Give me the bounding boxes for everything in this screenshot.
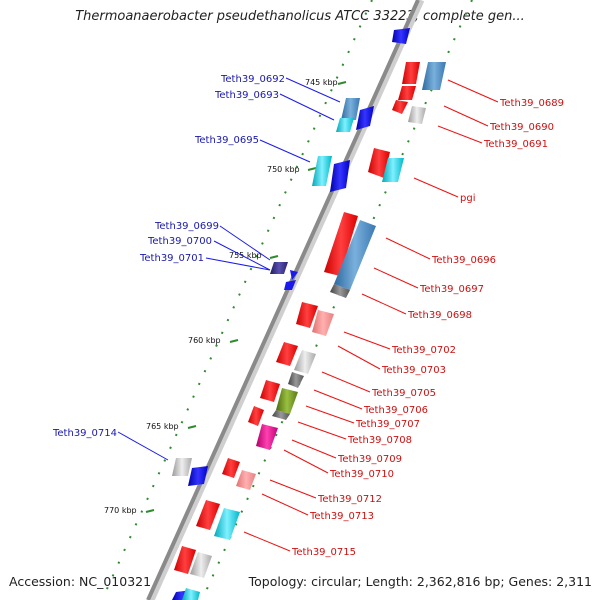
label-teth39-0710[interactable]: Teth39_0710 — [329, 469, 394, 480]
label-teth39-0707[interactable]: Teth39_0707 — [355, 419, 420, 430]
label-teth39-0702[interactable]: Teth39_0702 — [391, 345, 456, 356]
gene-teth39-0701[interactable] — [284, 280, 296, 290]
gene-teth39-0707-b[interactable] — [276, 388, 298, 414]
gene-teth39-0708[interactable] — [272, 410, 290, 420]
label-teth39-0706[interactable]: Teth39_0706 — [363, 405, 428, 416]
gene-teth39-0714-b[interactable] — [188, 466, 208, 486]
gene-teth39-0702-a[interactable] — [296, 302, 318, 328]
label-teth39-0693[interactable]: Teth39_0693 — [214, 90, 279, 101]
gene-teth39-0690[interactable] — [392, 100, 408, 114]
label-teth39-0695[interactable]: Teth39_0695 — [194, 135, 259, 146]
label-teth39-0700[interactable]: Teth39_0700 — [147, 236, 212, 247]
gene-teth39-0695-b[interactable] — [330, 160, 350, 192]
gene-teth39-0697[interactable] — [334, 220, 376, 290]
label-teth39-0696[interactable]: Teth39_0696 — [431, 255, 496, 266]
gene-teth39-0713[interactable] — [236, 470, 256, 490]
gene-teth39-0696[interactable] — [324, 212, 358, 276]
label-teth39-0689[interactable]: Teth39_0689 — [499, 98, 564, 109]
gene-teth39-0707-a[interactable] — [260, 380, 280, 402]
label-teth39-0701[interactable]: Teth39_0701 — [139, 253, 204, 264]
label-teth39-0709[interactable]: Teth39_0709 — [337, 454, 402, 465]
gene-teth39-0715-b[interactable] — [214, 508, 240, 540]
gene-bottom-cyan[interactable] — [182, 588, 200, 600]
gene-teth39-0700[interactable] — [290, 270, 298, 280]
tick-label-770: 770 kbp — [104, 506, 137, 515]
label-teth39-0712[interactable]: Teth39_0712 — [317, 494, 382, 505]
gene-top-blue[interactable] — [392, 28, 410, 44]
label-teth39-0692[interactable]: Teth39_0692 — [220, 74, 285, 85]
inner-genes — [172, 28, 410, 600]
label-teth39-0690[interactable]: Teth39_0690 — [489, 122, 554, 133]
gene-teth39-0705-a[interactable] — [276, 342, 298, 366]
gene-teth39-0710[interactable] — [248, 406, 264, 426]
label-teth39-0698[interactable]: Teth39_0698 — [407, 310, 472, 321]
outer-genes — [174, 62, 446, 600]
tick-label-765: 765 kbp — [146, 422, 179, 431]
gene-teth39-0709[interactable] — [256, 424, 278, 450]
gene-teth39-0691[interactable] — [408, 106, 426, 124]
tick-label-745: 745 kbp — [305, 78, 338, 87]
genome-summary: Topology: circular; Length: 2,362,816 bp… — [248, 574, 592, 589]
gene-teth39-0705-b[interactable] — [294, 350, 316, 374]
backbone — [146, 0, 420, 600]
gene-teth39-0695-a[interactable] — [312, 156, 332, 186]
label-teth39-0713[interactable]: Teth39_0713 — [309, 511, 374, 522]
label-teth39-0705[interactable]: Teth39_0705 — [371, 388, 436, 399]
label-teth39-0699[interactable]: Teth39_0699 — [154, 221, 219, 232]
label-teth39-0714[interactable]: Teth39_0714 — [52, 428, 117, 439]
gene-teth39-0693-a[interactable] — [336, 118, 354, 132]
gene-teth39-0698[interactable] — [330, 284, 350, 298]
gene-teth39-0693-b[interactable] — [356, 106, 374, 130]
tick-label-760: 760 kbp — [188, 336, 221, 345]
gene-teth39-0689-b[interactable] — [422, 62, 446, 90]
left-leaders — [117, 77, 341, 461]
gene-bottom-gray[interactable] — [190, 552, 212, 578]
gene-bottom-red-a[interactable] — [174, 546, 196, 574]
gene-teth39-0714-a[interactable] — [172, 458, 192, 476]
gene-teth39-0706[interactable] — [288, 372, 304, 388]
gene-teth39-0689-c[interactable] — [398, 86, 416, 100]
accession-text: Accession: NC_010321 — [9, 574, 152, 589]
gene-teth39-0715-a[interactable] — [196, 500, 220, 530]
label-teth39-0691[interactable]: Teth39_0691 — [483, 139, 548, 150]
label-teth39-0715[interactable]: Teth39_0715 — [291, 547, 356, 558]
backbone-shadow — [147, 0, 425, 600]
label-teth39-0697[interactable]: Teth39_0697 — [419, 284, 484, 295]
gene-teth39-0689-a[interactable] — [402, 62, 420, 84]
tick-label-755: 755 kbp — [229, 251, 262, 260]
gene-teth39-0692[interactable] — [341, 98, 360, 120]
label-pgi[interactable]: pgi — [460, 193, 475, 204]
gene-pgi-b[interactable] — [382, 158, 404, 182]
right-leaders — [243, 79, 499, 552]
tick-marks — [145, 81, 347, 513]
gene-teth39-0702-b[interactable] — [312, 310, 334, 336]
label-teth39-0708[interactable]: Teth39_0708 — [347, 435, 412, 446]
gene-teth39-0699[interactable] — [270, 262, 288, 274]
gene-pgi-a[interactable] — [368, 148, 390, 178]
gene-teth39-0712[interactable] — [222, 458, 240, 478]
label-teth39-0703[interactable]: Teth39_0703 — [381, 365, 446, 376]
tick-label-750: 750 kbp — [267, 165, 300, 174]
